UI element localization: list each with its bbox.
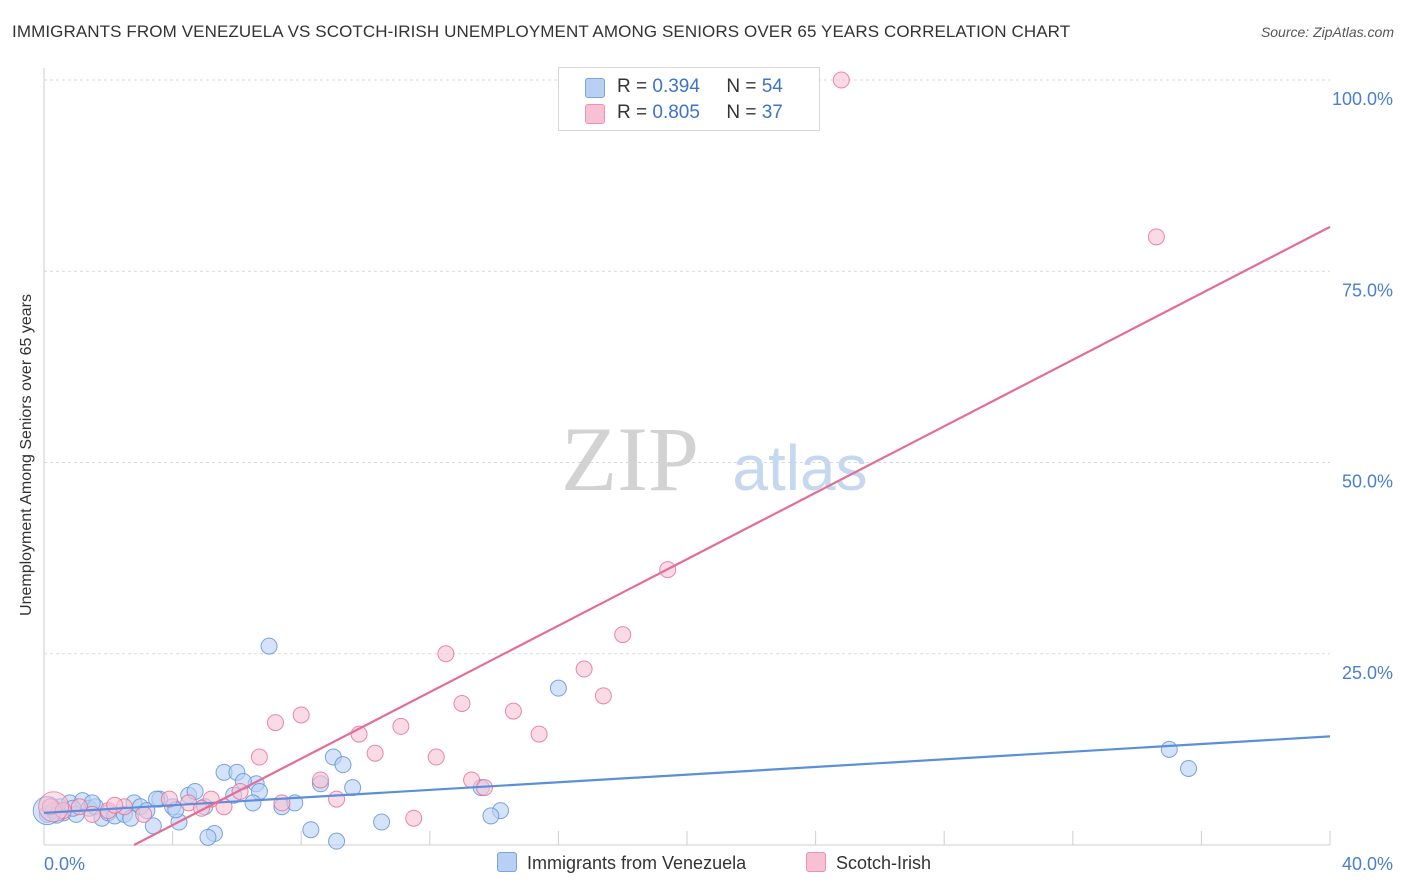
scotch-irish-trend-line	[133, 225, 1331, 846]
venezuela-point	[549, 679, 567, 697]
venezuela-point	[302, 821, 320, 839]
legend-r-value-venezuela: 0.394	[652, 76, 700, 97]
axes	[43, 68, 1331, 846]
scotch-irish-point	[311, 771, 329, 789]
scotch-irish-point	[453, 694, 471, 712]
scotch-irish-point	[832, 71, 850, 89]
series-venezuela-points	[32, 637, 1198, 850]
venezuela-point	[344, 779, 362, 797]
scotch-irish-point	[250, 748, 268, 766]
scotch-irish-point	[160, 790, 178, 808]
source-label: Source: ZipAtlas.com	[1260, 24, 1394, 40]
legend-n-label: N =	[726, 76, 757, 97]
trend-lines	[43, 225, 1331, 846]
legend-r-value-scotch-irish: 0.805	[652, 102, 700, 123]
venezuela-point	[482, 807, 500, 825]
y-tick-label: 100.0%	[1332, 89, 1393, 109]
y-tick-labels: 100.0% 75.0% 50.0% 25.0%	[1332, 89, 1393, 683]
venezuela-point	[199, 828, 217, 846]
bottom-legend-label-scotch-irish: Scotch-Irish	[836, 853, 932, 873]
gridlines	[44, 79, 1330, 655]
y-tick-label: 25.0%	[1342, 663, 1393, 683]
venezuela-point	[373, 813, 391, 831]
scotch-irish-point	[366, 744, 384, 762]
legend-n-value-scotch-irish: 37	[761, 102, 783, 123]
scotch-irish-point	[135, 805, 153, 823]
scotch-irish-point	[427, 748, 445, 766]
venezuela-point	[1160, 740, 1178, 758]
legend-r-label: R =	[617, 102, 648, 123]
scotch-irish-point	[231, 782, 249, 800]
bottom-legend-venezuela: Immigrants from Venezuela	[497, 852, 746, 874]
bottom-legend-scotch-irish: Scotch-Irish	[806, 852, 931, 874]
venezuela-point	[244, 794, 262, 812]
scotch-irish-point	[614, 626, 632, 644]
scotch-irish-point	[437, 645, 455, 663]
bottom-legend-swatch-venezuela	[497, 852, 517, 872]
y-tick-label: 75.0%	[1342, 280, 1393, 300]
x-tick-labels: 0.0% 40.0%	[44, 854, 1393, 874]
scotch-irish-point	[266, 714, 284, 732]
y-tick-label: 50.0%	[1342, 472, 1393, 492]
watermark-zip: ZIP	[561, 408, 699, 510]
legend-swatch-scotch-irish	[585, 104, 605, 124]
scotch-irish-point	[328, 790, 346, 808]
scotch-irish-point	[530, 725, 548, 743]
bottom-legend-swatch-scotch-irish	[806, 852, 826, 872]
venezuela-point	[328, 832, 346, 850]
scotch-irish-point	[38, 791, 70, 823]
venezuela-point	[1180, 760, 1198, 777]
legend-n-value-venezuela: 54	[761, 76, 783, 97]
venezuela-point	[260, 637, 278, 655]
scotch-irish-point	[106, 796, 124, 814]
scotch-irish-point	[392, 717, 410, 735]
scotch-irish-point	[405, 809, 423, 827]
legend-n-label: N =	[726, 102, 757, 123]
venezuela-point	[334, 756, 352, 774]
legend-r-label: R =	[617, 76, 648, 97]
watermark-atlas: atlas	[732, 432, 867, 504]
x-tick-label: 40.0%	[1342, 854, 1393, 874]
chart-title: IMMIGRANTS FROM VENEZUELA VS SCOTCH-IRIS…	[12, 22, 1071, 41]
scotch-irish-point	[292, 706, 310, 724]
venezuela-trend-line	[43, 735, 1331, 814]
bottom-legend-label-venezuela: Immigrants from Venezuela	[527, 853, 747, 873]
scotch-irish-point	[594, 687, 612, 705]
x-tick-label: 0.0%	[44, 854, 85, 874]
scotch-irish-point	[575, 660, 593, 678]
scotch-irish-point	[1147, 228, 1165, 246]
legend-swatch-venezuela	[585, 78, 605, 98]
legend: R = 0.394 N = 54 R = 0.805 N = 37	[558, 67, 820, 131]
scotch-irish-point	[504, 702, 522, 720]
